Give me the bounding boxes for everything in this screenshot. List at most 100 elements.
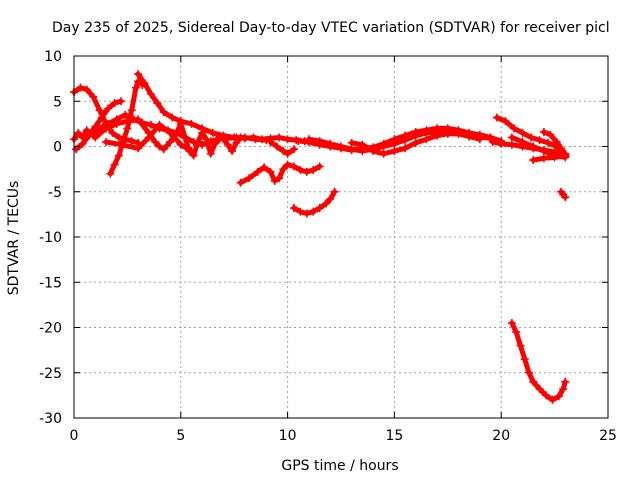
data-point bbox=[296, 207, 305, 216]
data-point bbox=[552, 137, 561, 146]
data-point bbox=[475, 135, 484, 144]
data-point bbox=[114, 133, 123, 142]
series-line bbox=[73, 98, 124, 152]
data-point bbox=[294, 137, 303, 146]
data-point bbox=[153, 99, 162, 108]
data-point bbox=[304, 135, 313, 144]
data-point bbox=[108, 128, 117, 137]
data-point bbox=[189, 151, 198, 160]
data-point bbox=[283, 149, 292, 158]
data-point bbox=[193, 137, 202, 146]
data-point bbox=[155, 142, 164, 151]
data-point bbox=[155, 120, 164, 129]
data-point bbox=[168, 113, 177, 122]
data-point bbox=[236, 178, 245, 187]
data-point bbox=[510, 124, 519, 133]
data-point bbox=[529, 156, 538, 165]
data-point bbox=[518, 128, 527, 137]
data-point bbox=[492, 113, 501, 122]
data-point bbox=[501, 117, 510, 126]
data-point bbox=[116, 140, 125, 149]
data-point bbox=[266, 137, 275, 146]
data-point bbox=[559, 385, 568, 394]
data-point bbox=[290, 145, 299, 154]
data-point bbox=[535, 385, 544, 394]
data-point bbox=[74, 128, 83, 137]
data-point bbox=[146, 120, 155, 129]
data-point bbox=[206, 149, 215, 158]
x-tick-label: 20 bbox=[492, 428, 510, 444]
data-point bbox=[76, 83, 85, 92]
y-tick-labels: -30 -25 -20 -15 -10 -5 0 5 10 bbox=[39, 49, 62, 427]
data-point bbox=[302, 167, 311, 176]
y-tick-label: 0 bbox=[53, 140, 62, 156]
data-point bbox=[309, 207, 318, 216]
data-point bbox=[379, 149, 388, 158]
data-point bbox=[454, 129, 463, 138]
data-point bbox=[131, 83, 140, 92]
data-point bbox=[535, 136, 544, 145]
data-point bbox=[266, 167, 275, 176]
data-point bbox=[326, 194, 335, 203]
data-point bbox=[208, 128, 217, 137]
series-trace-13 bbox=[347, 129, 484, 158]
data-point bbox=[78, 139, 87, 148]
data-point bbox=[302, 209, 311, 218]
data-point bbox=[236, 133, 245, 142]
data-point bbox=[548, 395, 557, 404]
data-point bbox=[330, 187, 339, 196]
y-tick-label: -30 bbox=[39, 411, 62, 427]
series-line bbox=[268, 139, 297, 157]
data-point bbox=[322, 199, 331, 208]
data-point bbox=[390, 139, 399, 148]
data-point bbox=[140, 79, 149, 88]
series-trace-3 bbox=[72, 97, 125, 154]
data-point bbox=[123, 117, 132, 126]
data-point bbox=[529, 142, 538, 151]
data-point bbox=[102, 124, 111, 133]
data-point bbox=[529, 377, 538, 386]
data-point bbox=[215, 131, 224, 140]
data-point bbox=[91, 133, 100, 142]
y-tick-label: -5 bbox=[48, 185, 62, 201]
axis-ticks bbox=[73, 55, 609, 419]
series-trace-18 bbox=[539, 128, 570, 158]
series-trace-6 bbox=[91, 115, 245, 160]
data-point bbox=[539, 154, 548, 163]
data-point bbox=[542, 391, 551, 400]
data-point bbox=[176, 119, 185, 128]
data-point bbox=[110, 160, 119, 169]
data-point bbox=[181, 133, 190, 142]
data-point bbox=[539, 147, 548, 156]
data-point bbox=[326, 139, 335, 148]
data-point bbox=[89, 92, 98, 101]
data-point bbox=[232, 138, 241, 147]
data-point bbox=[116, 97, 125, 106]
data-point bbox=[151, 137, 160, 146]
data-point bbox=[433, 131, 442, 140]
gridlines bbox=[74, 56, 608, 418]
data-point bbox=[512, 328, 521, 337]
data-point bbox=[369, 147, 378, 156]
data-point bbox=[134, 115, 143, 124]
data-point bbox=[544, 138, 553, 147]
data-point bbox=[95, 106, 104, 115]
data-point bbox=[134, 144, 143, 153]
data-point bbox=[337, 142, 345, 151]
data-point bbox=[497, 139, 506, 148]
data-point bbox=[251, 135, 260, 144]
y-axis-label: SDTVAR / TECUs bbox=[6, 181, 22, 296]
data-point bbox=[390, 147, 399, 156]
data-point bbox=[202, 135, 211, 144]
y-tick-label: -15 bbox=[39, 275, 62, 291]
x-tick-label: 10 bbox=[279, 428, 297, 444]
data-point bbox=[159, 108, 168, 117]
data-point bbox=[187, 119, 196, 128]
data-point bbox=[411, 138, 420, 147]
data-point bbox=[102, 137, 111, 146]
data-point bbox=[507, 133, 516, 142]
data-point bbox=[104, 104, 113, 113]
data-series bbox=[70, 70, 570, 404]
series-trace-5 bbox=[134, 70, 271, 145]
data-point bbox=[561, 193, 570, 202]
